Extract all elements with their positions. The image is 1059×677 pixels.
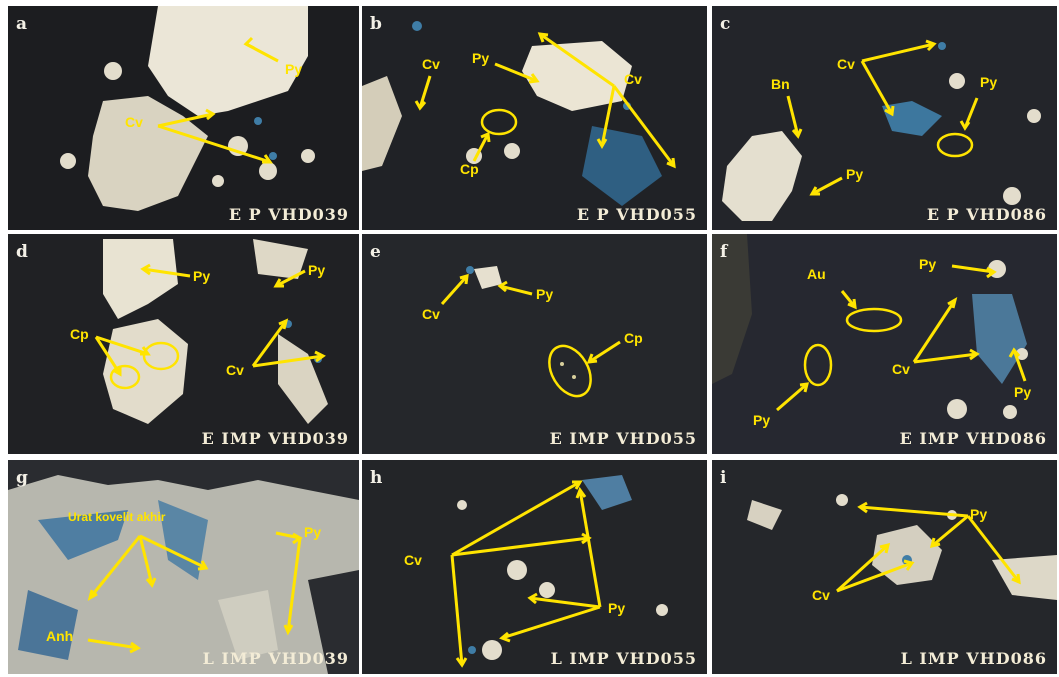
- micrograph-image: [362, 234, 707, 454]
- label-py: Py: [472, 50, 490, 66]
- label-cv: Cv: [837, 56, 855, 72]
- label-anh: Anh: [46, 628, 74, 644]
- micrograph-image: [8, 234, 359, 454]
- label-urat-kovelit-akhir: Urat kovelit akhir: [68, 510, 166, 524]
- label-py: Py: [980, 74, 998, 90]
- annotation-arrows: [157, 36, 279, 164]
- panel-d: d Py Py Cp Cv E IMP VHD039: [8, 234, 359, 454]
- panel-letter: b: [370, 14, 382, 34]
- annotation-arrows: [94, 263, 326, 390]
- panel-caption: L IMP VHD039: [202, 649, 349, 668]
- panel-letter: f: [720, 242, 728, 262]
- label-py: Py: [919, 256, 937, 272]
- label-py: Py: [536, 286, 554, 302]
- label-cv: Cv: [226, 362, 244, 378]
- label-cp: Cp: [624, 330, 643, 346]
- panel-caption: E P VHD055: [576, 205, 697, 224]
- annotation-arrows: [786, 39, 979, 196]
- panel-f: f Py Au Cv Py Py E IMP VHD086: [712, 234, 1057, 454]
- annotation-arrows: [87, 531, 303, 654]
- panel-caption: E P VHD086: [926, 205, 1047, 224]
- micrograph-image: [362, 460, 707, 674]
- micrograph-image: [362, 6, 707, 230]
- panel-a: a Py Cv E P VHD039: [8, 6, 359, 230]
- label-cv: Cv: [422, 56, 440, 72]
- panel-letter: g: [16, 468, 28, 488]
- panel-letter: a: [16, 14, 28, 34]
- label-py: Py: [846, 166, 864, 182]
- label-cv: Cv: [125, 114, 143, 130]
- panel-caption: E P VHD039: [228, 205, 349, 224]
- label-py: Py: [608, 600, 626, 616]
- annotation-arrows: [450, 480, 602, 668]
- label-cp: Cp: [460, 161, 479, 177]
- label-py: Py: [193, 268, 211, 284]
- label-cv: Cv: [422, 306, 440, 322]
- panel-letter: d: [16, 242, 28, 262]
- label-cv: Cv: [812, 587, 830, 603]
- micrograph-image: [8, 6, 359, 230]
- label-py: Py: [753, 412, 771, 428]
- label-au: Au: [807, 266, 826, 282]
- annotation-arrows: [835, 501, 1021, 593]
- micrograph-image: [8, 460, 359, 674]
- panel-letter: i: [720, 468, 727, 488]
- panel-c: c Cv Bn Py Py E P VHD086: [712, 6, 1057, 230]
- label-py: Py: [1014, 384, 1032, 400]
- panel-letter: c: [720, 14, 731, 34]
- panel-caption: L IMP VHD086: [900, 649, 1047, 668]
- annotation-arrows: [414, 32, 676, 169]
- label-py: Py: [970, 506, 988, 522]
- label-py: Py: [308, 262, 326, 278]
- panel-caption: L IMP VHD055: [550, 649, 697, 668]
- panel-caption: E IMP VHD086: [899, 429, 1047, 448]
- panel-letter: h: [370, 468, 383, 488]
- label-cp: Cp: [70, 326, 89, 342]
- label-py: Py: [304, 524, 322, 540]
- panel-g: g Urat kovelit akhir Py Anh L IMP VHD039: [8, 460, 359, 674]
- label-py: Py: [285, 61, 303, 77]
- annotation-arrows: [776, 264, 1027, 412]
- panel-caption: E IMP VHD055: [549, 429, 697, 448]
- panel-e: e Cv Py Cp E IMP VHD055: [362, 234, 707, 454]
- panel-h: h Cv Py L IMP VHD055: [362, 460, 707, 674]
- label-cv: Cv: [892, 361, 910, 377]
- panel-caption: E IMP VHD039: [201, 429, 349, 448]
- label-bn: Bn: [771, 76, 790, 92]
- panel-i: i Py Cv L IMP VHD086: [712, 460, 1057, 674]
- label-cv: Cv: [404, 552, 422, 568]
- micrograph-image: [712, 234, 1057, 454]
- micrograph-image: [712, 6, 1057, 230]
- annotation-arrows: [440, 273, 621, 398]
- label-cv: Cv: [624, 71, 642, 87]
- panel-b: b Cv Py Cv Cp E P VHD055: [362, 6, 707, 230]
- panel-letter: e: [370, 242, 381, 262]
